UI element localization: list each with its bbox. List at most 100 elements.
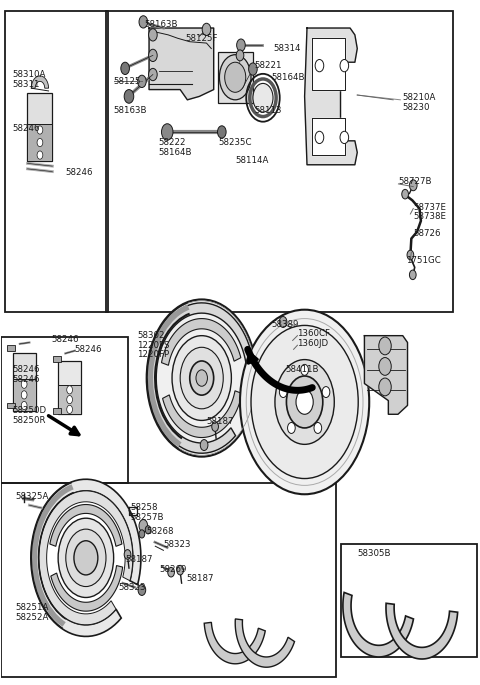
Circle shape	[301, 364, 309, 375]
Text: 58246: 58246	[65, 169, 93, 177]
Polygon shape	[235, 619, 295, 667]
Bar	[106, 11, 453, 312]
Text: 58323: 58323	[163, 540, 191, 549]
Circle shape	[172, 336, 231, 421]
Circle shape	[37, 138, 43, 147]
Bar	[0, 483, 336, 677]
Polygon shape	[51, 566, 123, 611]
Bar	[340, 544, 477, 657]
Polygon shape	[149, 303, 254, 453]
Circle shape	[37, 151, 43, 159]
Circle shape	[145, 525, 151, 534]
Text: 58187: 58187	[125, 555, 153, 564]
Text: 58187: 58187	[186, 574, 214, 583]
Circle shape	[379, 358, 391, 375]
Polygon shape	[364, 336, 408, 414]
Circle shape	[409, 270, 416, 279]
Circle shape	[237, 39, 245, 51]
Bar	[0, 337, 128, 483]
Circle shape	[379, 337, 391, 355]
Circle shape	[288, 423, 295, 434]
Circle shape	[121, 62, 130, 75]
Circle shape	[340, 60, 348, 72]
Text: 58113: 58113	[254, 105, 282, 114]
Circle shape	[315, 60, 324, 72]
Bar	[53, 408, 61, 414]
Circle shape	[21, 401, 27, 410]
Circle shape	[67, 395, 72, 403]
Text: 58250D: 58250D	[12, 406, 47, 415]
Text: 58727B: 58727B	[398, 177, 432, 186]
Text: 58163B: 58163B	[113, 105, 147, 114]
Circle shape	[161, 124, 173, 140]
Text: 1220FP: 1220FP	[137, 350, 169, 360]
Circle shape	[251, 325, 358, 479]
Text: 58726: 58726	[413, 229, 441, 238]
Polygon shape	[39, 491, 133, 625]
Text: 58246: 58246	[12, 375, 40, 384]
Circle shape	[202, 23, 211, 36]
Polygon shape	[31, 76, 48, 88]
Circle shape	[279, 316, 287, 327]
Circle shape	[138, 584, 146, 595]
Text: 58738E: 58738E	[413, 212, 446, 221]
Text: 58737E: 58737E	[413, 203, 446, 212]
Text: 1751GC: 1751GC	[406, 256, 440, 265]
Text: 58305B: 58305B	[357, 549, 391, 558]
Text: 1360JD: 1360JD	[298, 338, 328, 348]
Polygon shape	[31, 479, 141, 636]
Bar	[217, 52, 253, 103]
Polygon shape	[343, 593, 413, 657]
Circle shape	[67, 386, 72, 394]
Text: 58257B: 58257B	[130, 513, 163, 522]
Polygon shape	[305, 28, 357, 165]
Text: 58246: 58246	[12, 365, 40, 374]
Circle shape	[74, 540, 98, 575]
Circle shape	[236, 50, 244, 61]
Circle shape	[168, 567, 174, 577]
Circle shape	[315, 132, 324, 144]
Text: 58221: 58221	[254, 61, 282, 70]
Bar	[53, 356, 61, 362]
Circle shape	[21, 380, 27, 388]
Circle shape	[21, 390, 27, 399]
Circle shape	[217, 126, 226, 138]
Circle shape	[124, 549, 131, 559]
Ellipse shape	[253, 84, 273, 112]
Circle shape	[249, 63, 257, 75]
Text: 58163B: 58163B	[144, 20, 178, 29]
Text: 58311: 58311	[12, 79, 40, 88]
Text: 58302: 58302	[137, 331, 165, 340]
Text: 58411B: 58411B	[286, 365, 319, 374]
Text: 58125F: 58125F	[185, 34, 217, 42]
Circle shape	[67, 406, 72, 414]
Circle shape	[138, 75, 146, 88]
Polygon shape	[50, 505, 122, 547]
Circle shape	[340, 132, 348, 144]
Text: 1360CF: 1360CF	[298, 329, 330, 338]
Circle shape	[219, 55, 251, 100]
Circle shape	[407, 250, 414, 260]
Polygon shape	[163, 390, 242, 438]
Text: 58246: 58246	[12, 124, 40, 133]
Circle shape	[296, 390, 313, 414]
Text: 58269: 58269	[159, 565, 187, 574]
Text: 58268: 58268	[147, 527, 174, 536]
Circle shape	[402, 189, 408, 199]
Text: 58389: 58389	[271, 319, 299, 329]
Circle shape	[379, 378, 391, 396]
Circle shape	[149, 29, 157, 41]
Text: 58164B: 58164B	[271, 73, 305, 82]
Bar	[27, 124, 52, 162]
Circle shape	[147, 299, 257, 457]
Circle shape	[149, 68, 157, 81]
Circle shape	[287, 376, 323, 428]
Circle shape	[190, 361, 214, 395]
Circle shape	[225, 62, 246, 92]
Text: 58125: 58125	[113, 77, 141, 86]
Circle shape	[139, 519, 148, 532]
Bar	[27, 93, 52, 162]
Circle shape	[409, 179, 417, 190]
Bar	[58, 361, 81, 414]
Circle shape	[200, 440, 208, 451]
